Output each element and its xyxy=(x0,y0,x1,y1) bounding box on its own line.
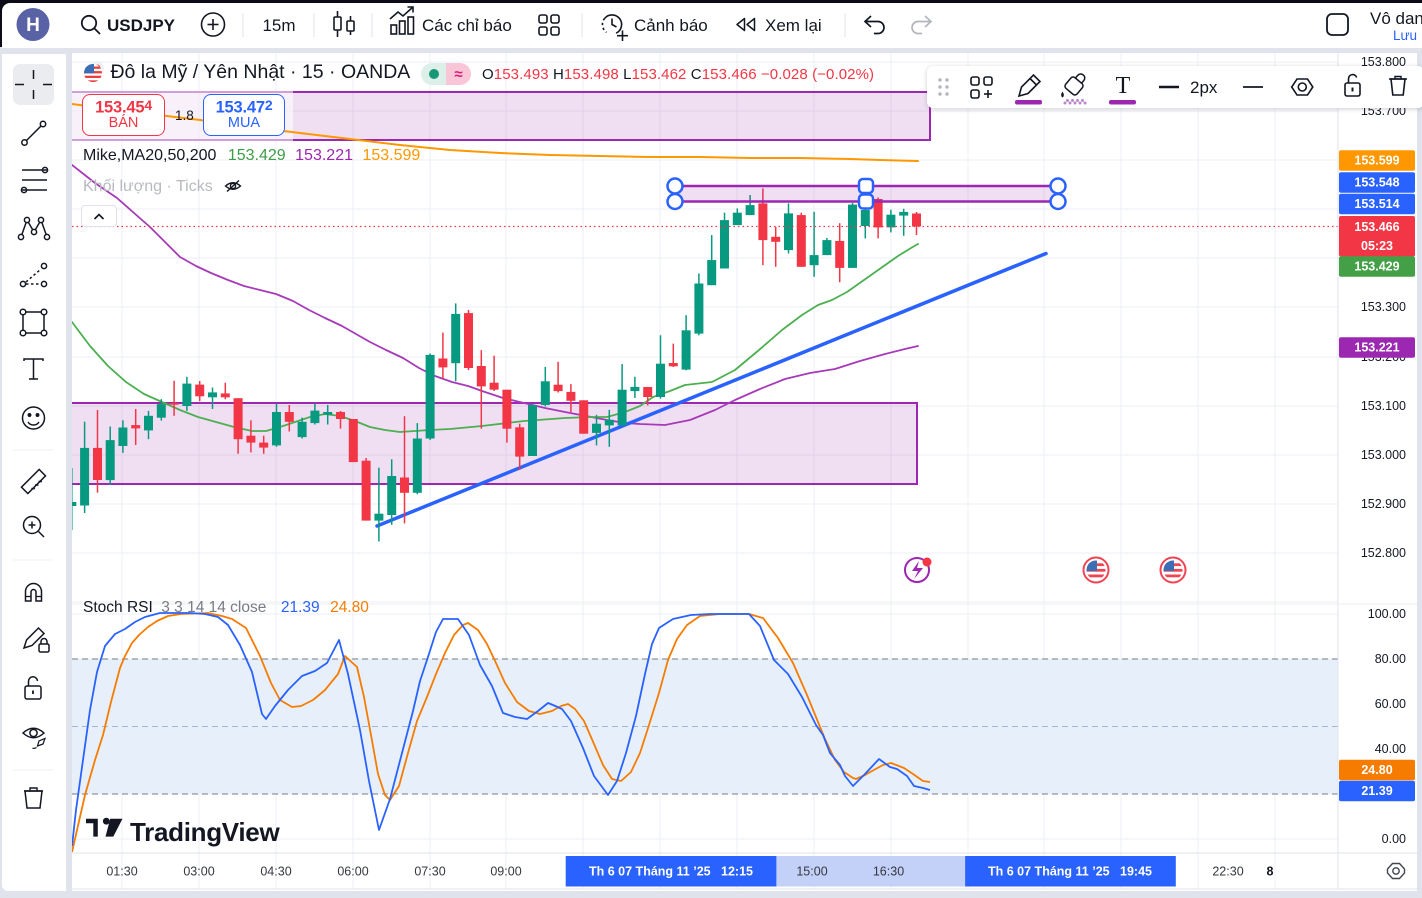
svg-text:TradingView: TradingView xyxy=(130,817,280,847)
svg-text:153.221: 153.221 xyxy=(1354,341,1399,355)
svg-text:0.00: 0.00 xyxy=(1382,832,1406,846)
svg-text:06:00: 06:00 xyxy=(337,865,368,879)
svg-text:153.548: 153.548 xyxy=(1354,176,1399,190)
svg-text:153.429: 153.429 xyxy=(1354,260,1399,274)
svg-text:03:00: 03:00 xyxy=(183,865,214,879)
svg-text:USDJPY: USDJPY xyxy=(107,16,176,35)
svg-text:152.900: 152.900 xyxy=(1361,497,1406,511)
svg-text:153.000: 153.000 xyxy=(1361,448,1406,462)
svg-text:H: H xyxy=(26,15,40,36)
svg-text:153.800: 153.800 xyxy=(1361,55,1406,69)
svg-text:01:30: 01:30 xyxy=(106,865,137,879)
svg-text:60.00: 60.00 xyxy=(1375,697,1406,711)
svg-text:Th 6 07 Tháng 11 ’25 12:15: Th 6 07 Tháng 11 ’25 12:15 xyxy=(589,865,753,879)
svg-text:153.514: 153.514 xyxy=(1354,197,1399,211)
svg-text:Cảnh báo: Cảnh báo xyxy=(634,16,708,35)
svg-text:153.599: 153.599 xyxy=(1354,154,1399,168)
svg-text:80.00: 80.00 xyxy=(1375,652,1406,666)
svg-text:153.100: 153.100 xyxy=(1361,399,1406,413)
svg-text:2px: 2px xyxy=(1190,78,1218,97)
svg-text:Lưu: Lưu xyxy=(1393,28,1417,43)
svg-text:100.00: 100.00 xyxy=(1368,607,1406,621)
svg-text:09:00: 09:00 xyxy=(490,865,521,879)
svg-text:05:23: 05:23 xyxy=(1361,239,1393,253)
svg-text:Th 6 07 Tháng 11 ’25 19:45: Th 6 07 Tháng 11 ’25 19:45 xyxy=(988,865,1152,879)
svg-text:152.800: 152.800 xyxy=(1361,546,1406,560)
svg-text:Vô dan: Vô dan xyxy=(1370,9,1422,28)
svg-text:04:30: 04:30 xyxy=(260,865,291,879)
svg-text:153.300: 153.300 xyxy=(1361,300,1406,314)
svg-text:07:30: 07:30 xyxy=(414,865,445,879)
svg-text:153.466: 153.466 xyxy=(1354,220,1399,234)
svg-text:8: 8 xyxy=(1267,865,1274,879)
svg-text:24.80: 24.80 xyxy=(1361,763,1392,777)
svg-text:15m: 15m xyxy=(262,16,295,35)
svg-text:Các chỉ báo: Các chỉ báo xyxy=(422,16,512,35)
svg-text:21.39: 21.39 xyxy=(1361,784,1392,798)
svg-text:40.00: 40.00 xyxy=(1375,742,1406,756)
svg-text:T: T xyxy=(1116,73,1131,99)
svg-text:Xem lại: Xem lại xyxy=(765,16,822,35)
svg-text:15:00: 15:00 xyxy=(796,865,827,879)
svg-text:16:30: 16:30 xyxy=(873,865,904,879)
svg-text:22:30: 22:30 xyxy=(1212,865,1243,879)
